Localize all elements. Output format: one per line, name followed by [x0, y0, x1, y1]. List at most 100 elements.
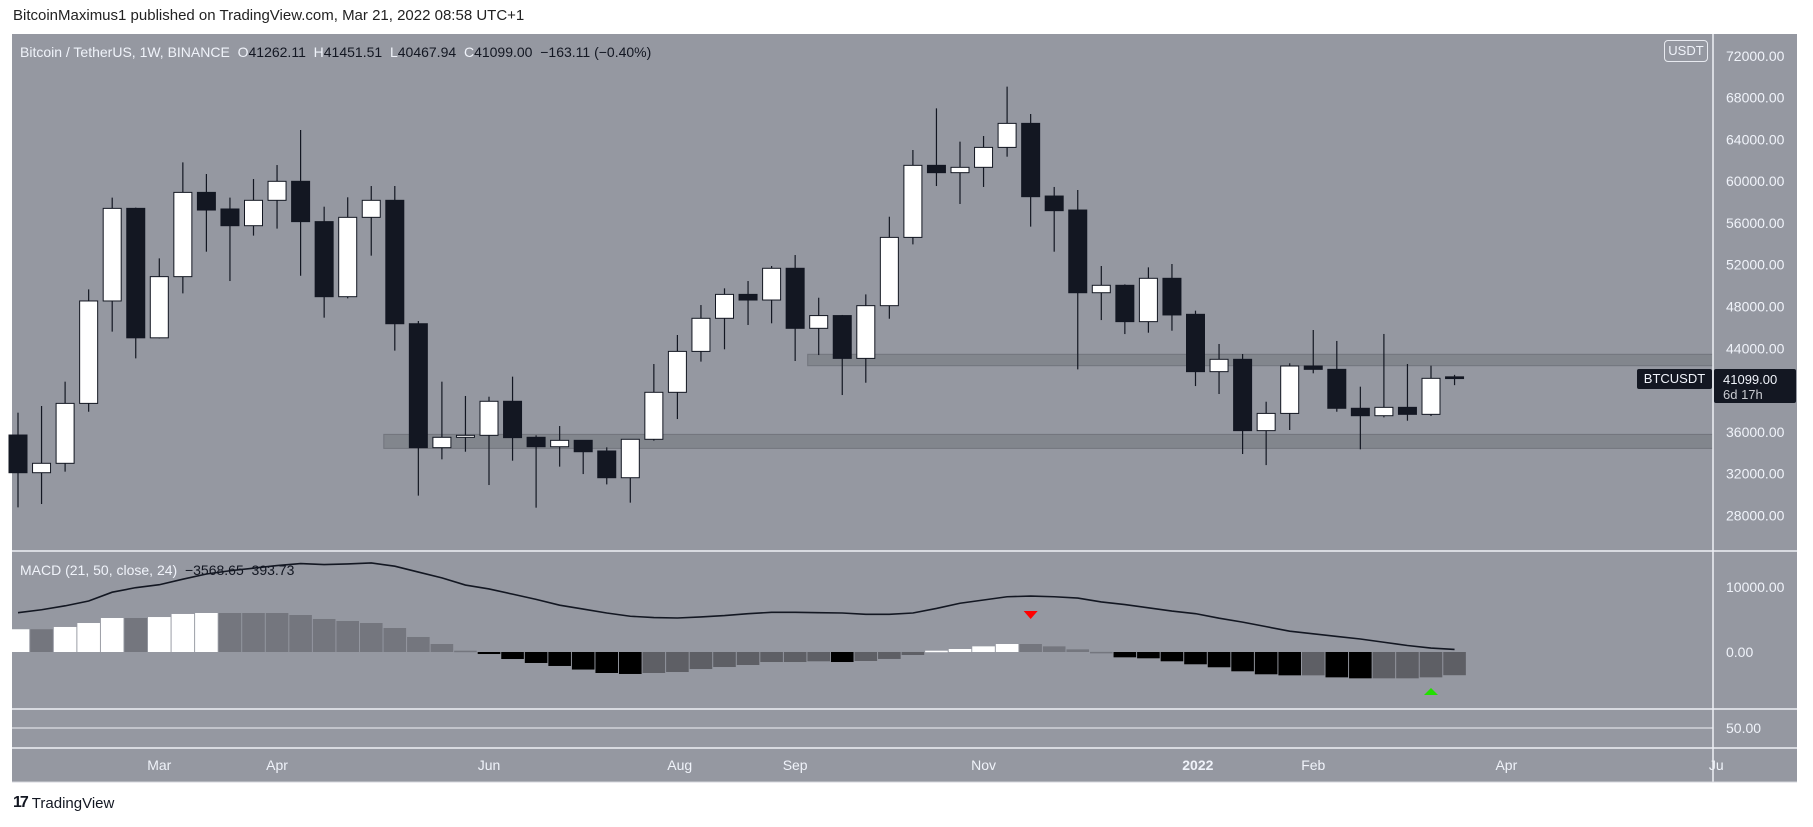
macd-histogram-bar — [454, 650, 477, 653]
macd-histogram-bar — [1372, 652, 1396, 679]
time-axis-tick: Feb — [1301, 757, 1325, 773]
candle-up — [455, 395, 475, 452]
price-axis-tick: 68000.00 — [1726, 90, 1785, 106]
candle-up — [1421, 365, 1441, 417]
resistance-zone — [807, 353, 1714, 367]
candle-body — [1162, 277, 1182, 316]
candle-body — [856, 305, 876, 359]
candle-body — [314, 221, 334, 298]
macd-histogram-bar — [30, 629, 53, 652]
candle-up — [691, 305, 711, 362]
buy-signal-marker-icon — [1424, 688, 1438, 695]
time-axis-tick: 2022 — [1182, 757, 1213, 773]
candle-body — [244, 199, 263, 227]
candle-down — [1044, 186, 1064, 252]
time-axis-tick: Sep — [783, 757, 808, 773]
candle-up — [102, 197, 122, 332]
candle-body — [1021, 122, 1041, 198]
symbol-name: Bitcoin / TetherUS, 1W, BINANCE — [20, 44, 230, 60]
currency-badge[interactable]: USDT — [1664, 40, 1708, 62]
price-axis-tick: 60000.00 — [1726, 173, 1785, 189]
macd-histogram-bar — [1278, 652, 1301, 676]
candle-body — [550, 439, 570, 448]
candle-body — [455, 434, 475, 438]
published-caption: BitcoinMaximus1 published on TradingView… — [13, 7, 525, 24]
candle-body — [1374, 406, 1394, 417]
candle-body — [620, 438, 640, 479]
macd-histogram-bar — [1042, 646, 1066, 652]
macd-histogram-bar — [1231, 652, 1254, 672]
candle-body — [1138, 277, 1158, 323]
macd-histogram-bar — [1207, 652, 1231, 668]
macd-histogram-bar — [1137, 652, 1160, 659]
macd-histogram-bar — [265, 613, 289, 652]
symbol-legend[interactable]: Bitcoin / TetherUS, 1W, BINANCE O41262.1… — [20, 44, 651, 60]
macd-histogram-bar — [1443, 652, 1466, 676]
macd-histogram-bar — [713, 652, 736, 668]
macd-histogram-bar — [878, 652, 901, 659]
candle-body — [762, 267, 782, 301]
candle-body — [667, 350, 687, 393]
macd-histogram-bar — [666, 652, 689, 673]
macd-histogram-bar — [948, 649, 972, 652]
candle-body — [597, 450, 617, 479]
tradingview-footer[interactable]: 17 TradingView — [13, 794, 114, 812]
price-axis-tick: 32000.00 — [1726, 466, 1785, 482]
candle-down — [220, 197, 240, 282]
price-axis-tick: 72000.00 — [1726, 48, 1785, 64]
candle-body — [1280, 365, 1300, 414]
candle-body — [32, 462, 52, 474]
candle-up — [1374, 333, 1394, 418]
candle-up — [974, 136, 994, 187]
tradingview-logo-icon: 17 — [13, 794, 29, 811]
time-axis-tick: Apr — [1495, 757, 1517, 773]
candle-body — [1327, 368, 1347, 409]
candle-body — [1115, 284, 1135, 323]
candle-up — [1280, 363, 1300, 431]
lower-pane-axis-tick: 50.00 — [1726, 720, 1761, 736]
candle-up — [644, 364, 664, 441]
macd-histogram-bar — [972, 646, 995, 652]
candle-up — [879, 216, 899, 319]
candle-body — [903, 164, 923, 238]
macd-histogram-bar — [148, 617, 171, 652]
macd-histogram-bar — [195, 613, 218, 652]
candle-down — [1445, 374, 1465, 386]
candle-down — [573, 439, 593, 475]
candle-body — [102, 207, 122, 302]
candle-body — [1091, 284, 1111, 294]
macd-histogram-bar — [783, 652, 807, 663]
macd-histogram-bar — [242, 613, 265, 652]
candle-body — [950, 166, 970, 174]
macd-histogram-bar — [218, 613, 242, 652]
candle-body — [8, 434, 28, 474]
candle-down — [1115, 284, 1135, 335]
candle-body — [1397, 406, 1417, 415]
candle-up — [950, 141, 970, 204]
bar-countdown: 6d 17h — [1723, 387, 1763, 402]
macd-histogram-bar — [1066, 649, 1090, 652]
candle-body — [997, 122, 1017, 148]
candle-up — [149, 258, 169, 339]
candle-body — [738, 293, 758, 301]
candle-down — [196, 174, 216, 252]
candle-down — [926, 108, 946, 187]
macd-histogram-bar — [124, 618, 148, 652]
candle-body — [1209, 358, 1229, 373]
candle-body — [1256, 412, 1276, 432]
candle-body — [503, 400, 523, 439]
macd-histogram-bar — [807, 652, 830, 662]
open-value: 41262.11 — [248, 44, 306, 60]
chart-background — [12, 34, 1797, 782]
candle-body — [126, 207, 146, 339]
candle-body — [809, 315, 829, 329]
candle-body — [1350, 407, 1370, 417]
candle-up — [620, 438, 640, 503]
candle-up — [856, 294, 876, 383]
candle-body — [291, 180, 311, 223]
macd-legend[interactable]: MACD (21, 50, close, 24) −3568.65 393.73 — [20, 562, 294, 578]
low-label: L — [389, 44, 398, 60]
macd-histogram-bar — [477, 652, 501, 655]
macd-histogram-bar — [1090, 651, 1113, 654]
